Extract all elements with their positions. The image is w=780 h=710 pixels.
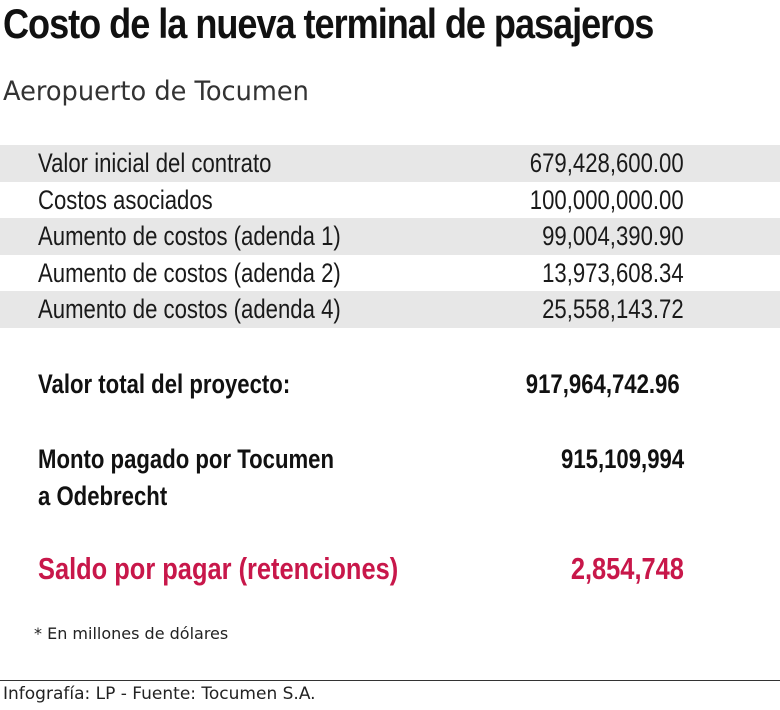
row-label: Aumento de costos (adenda 4) <box>38 294 341 325</box>
total-value: 917,964,742.96 <box>526 369 680 399</box>
row-value: 679,428,600.00 <box>530 148 684 178</box>
balance-value: 2,854,748 <box>570 551 684 586</box>
paid-label: Monto pagado por Tocumen a Odebrecht <box>38 441 334 515</box>
row-label: Aumento de costos (adenda 2) <box>38 257 341 288</box>
cost-table: Valor inicial del contrato 679,428,600.0… <box>0 145 780 328</box>
row-value: 25,558,143.72 <box>542 294 684 325</box>
row-value: 13,973,608.34 <box>542 257 684 288</box>
table-row: Aumento de costos (adenda 2) 13,973,608.… <box>0 255 780 292</box>
footnote: * En millones de dólares <box>34 624 229 643</box>
table-row: Aumento de costos (adenda 1) 99,004,390.… <box>0 218 780 255</box>
credit-line: Infografía: LP - Fuente: Tocumen S.A. <box>3 684 316 704</box>
paid-value: 915,109,994 <box>560 444 684 474</box>
paid-label-line2: a Odebrecht <box>38 481 168 511</box>
page-subtitle: Aeropuerto de Tocumen <box>3 76 309 107</box>
row-label: Valor inicial del contrato <box>38 148 272 178</box>
table-row: Valor inicial del contrato 679,428,600.0… <box>0 145 780 182</box>
table-row: Costos asociados 100,000,000.00 <box>0 182 780 219</box>
paid-label-line1: Monto pagado por Tocumen <box>38 444 334 474</box>
page-title: Costo de la nueva terminal de pasajeros <box>3 0 654 47</box>
divider <box>0 680 780 681</box>
total-label: Valor total del proyecto: <box>38 369 291 399</box>
row-label: Aumento de costos (adenda 1) <box>38 221 341 252</box>
table-row: Aumento de costos (adenda 4) 25,558,143.… <box>0 291 780 328</box>
row-label: Costos asociados <box>38 184 213 215</box>
balance-label: Saldo por pagar (retenciones) <box>38 551 399 586</box>
row-value: 99,004,390.90 <box>542 221 684 252</box>
row-value: 100,000,000.00 <box>530 184 684 215</box>
